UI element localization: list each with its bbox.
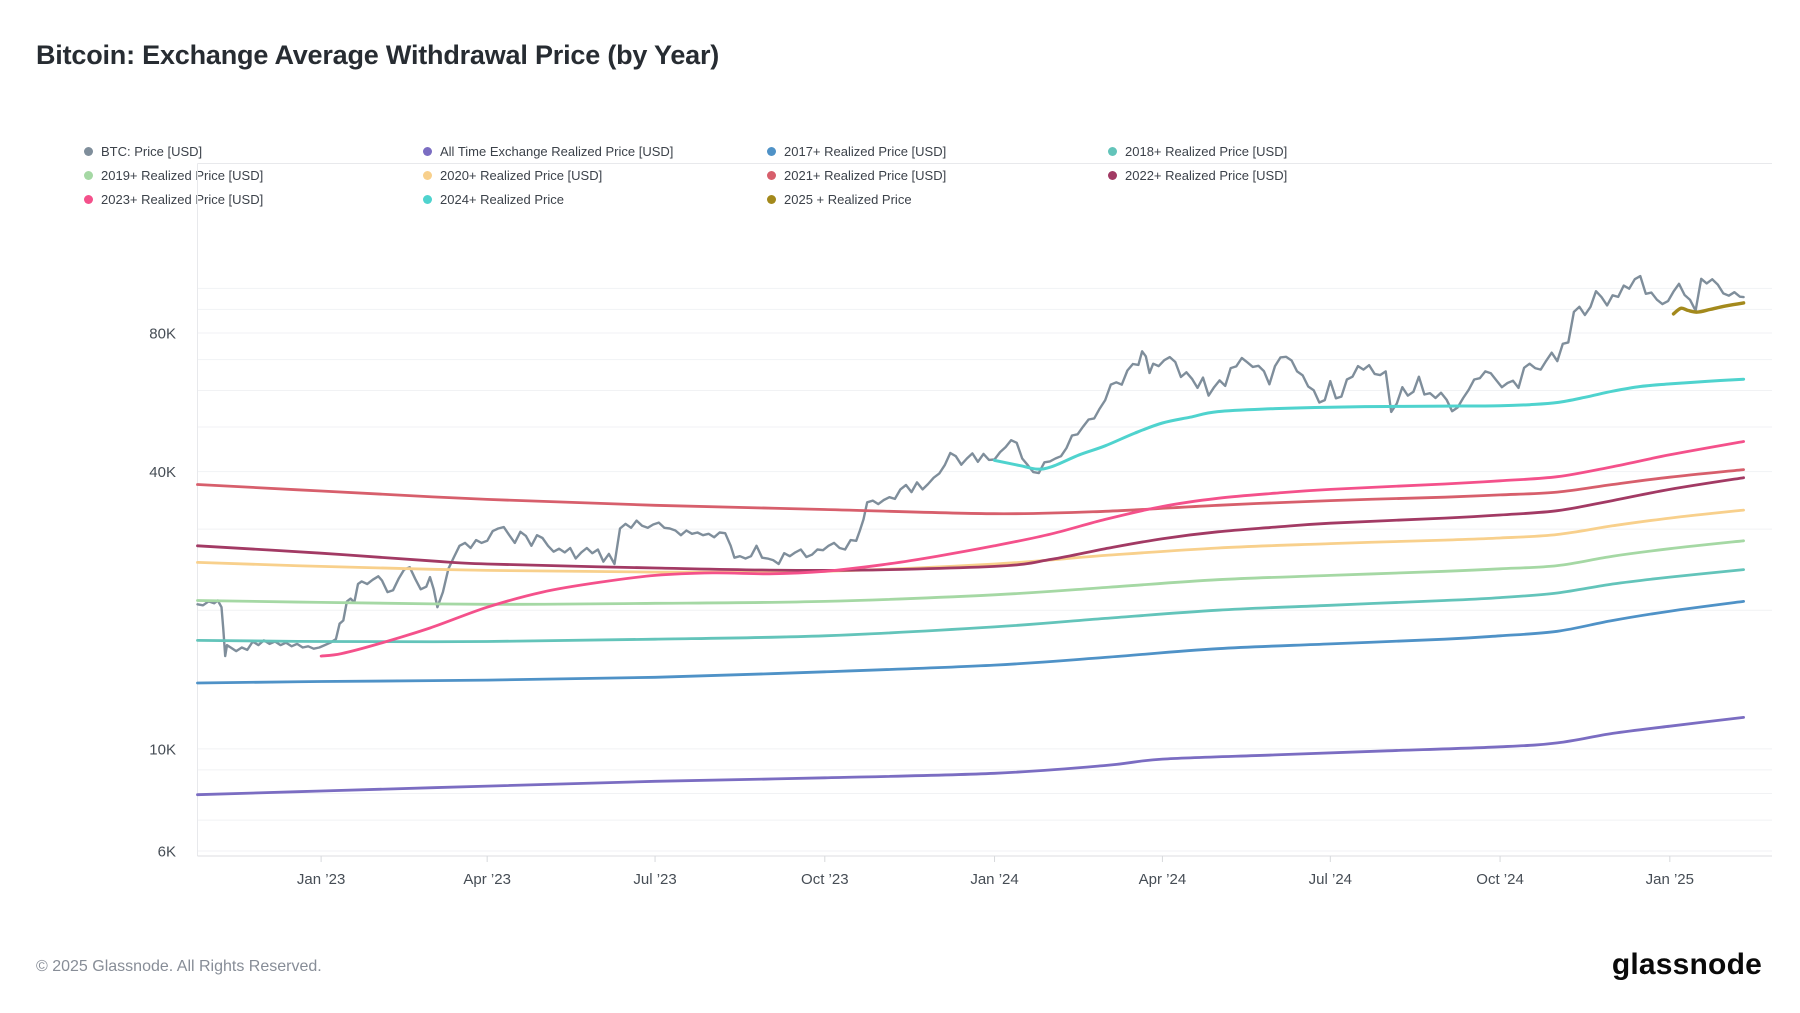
- legend-item-label: 2018+ Realized Price [USD]: [1125, 143, 1288, 159]
- y-axis-label-40K: 40K: [149, 464, 176, 481]
- legend-item-label: All Time Exchange Realized Price [USD]: [440, 143, 674, 159]
- legend-item-realized-2020[interactable]: 2020+ Realized Price [USD]: [423, 166, 602, 184]
- legend-item-label: 2019+ Realized Price [USD]: [101, 167, 264, 183]
- series-line-realized-2020: [196, 508, 1745, 574]
- copyright-text: © 2025 Glassnode. All Rights Reserved.: [36, 958, 322, 975]
- x-axis-label: Apr ’24: [1139, 871, 1187, 888]
- gridlines: [197, 287, 1772, 852]
- series-line-realized-2025: [1671, 301, 1746, 316]
- series-line-realized-2021: [196, 468, 1745, 516]
- legend-item-label: 2017+ Realized Price [USD]: [784, 143, 947, 159]
- legend-item-label: 2025 + Realized Price: [784, 191, 912, 207]
- legend-item-label: 2024+ Realized Price: [440, 191, 564, 207]
- series-line-btc-price: [196, 274, 1745, 658]
- legend-item-realized-2018[interactable]: 2018+ Realized Price [USD]: [1108, 142, 1287, 160]
- series-line-realized-2022: [196, 476, 1745, 572]
- y-axis-label-10K: 10K: [149, 741, 176, 758]
- legend-item-realized-2022[interactable]: 2022+ Realized Price [USD]: [1108, 166, 1287, 184]
- legend-item-all-time-realized[interactable]: All Time Exchange Realized Price [USD]: [423, 142, 673, 160]
- series-line-realized-2019: [196, 539, 1745, 606]
- x-axis-label: Jul ’24: [1309, 871, 1352, 888]
- legend-color-dot: [767, 146, 776, 156]
- series-line-realized-2023: [319, 440, 1745, 658]
- series-line-realized-2017: [196, 600, 1745, 685]
- legend-color-dot: [84, 194, 93, 204]
- x-axis-label: Oct ’24: [1476, 871, 1524, 888]
- legend-color-dot: [767, 170, 776, 180]
- chart-legend: BTC: Price [USD] All Time Exchange Realiz…: [0, 0, 1800, 220]
- x-axis-label: Jan ’24: [970, 871, 1018, 888]
- y-axis-label-80K: 80K: [149, 325, 176, 342]
- legend-color-dot: [84, 146, 93, 156]
- x-axis-ticks: Jan ’23 Apr ’23 Jul ’23 Oct ’23 Jan ’24 Apr ’…: [297, 856, 1694, 888]
- legend-color-dot: [767, 194, 776, 204]
- x-axis-label: Jul ’23: [633, 871, 676, 888]
- legend-item-label: 2022+ Realized Price [USD]: [1125, 167, 1288, 183]
- x-axis-label: Jan ’23: [297, 871, 345, 888]
- legend-item-btc-price[interactable]: BTC: Price [USD]: [84, 142, 202, 160]
- y-axis-labels: 80K 40K 10K 6K: [149, 325, 176, 860]
- x-axis-label: Jan ’25: [1646, 871, 1694, 888]
- x-axis-label: Oct ’23: [801, 871, 849, 888]
- legend-item-label: 2023+ Realized Price [USD]: [101, 191, 264, 207]
- legend-item-realized-2021[interactable]: 2021+ Realized Price [USD]: [767, 166, 946, 184]
- legend-item-realized-2023[interactable]: 2023+ Realized Price [USD]: [84, 190, 263, 208]
- legend-color-dot: [423, 170, 432, 180]
- legend-item-realized-2025[interactable]: 2025 + Realized Price: [767, 190, 912, 208]
- legend-item-realized-2017[interactable]: 2017+ Realized Price [USD]: [767, 142, 946, 160]
- glassnode-logo: glassnode: [1611, 948, 1762, 981]
- series-line-all-time-realized: [196, 716, 1745, 797]
- y-axis-label-6K: 6K: [158, 844, 176, 861]
- x-axis-label: Apr ’23: [463, 871, 511, 888]
- series-lines: [196, 274, 1746, 797]
- page-title: Bitcoin: Exchange Average Withdrawal Pri…: [36, 40, 720, 70]
- legend-color-dot: [84, 170, 93, 180]
- legend-item-label: 2020+ Realized Price [USD]: [440, 167, 603, 183]
- legend-item-label: 2021+ Realized Price [USD]: [784, 167, 947, 183]
- legend-item-realized-2024[interactable]: 2024+ Realized Price: [423, 190, 564, 208]
- legend-color-dot: [423, 146, 432, 156]
- series-line-realized-2024: [993, 377, 1746, 471]
- legend-color-dot: [1108, 146, 1117, 156]
- legend-color-dot: [1108, 170, 1117, 180]
- legend-item-label: BTC: Price [USD]: [101, 143, 203, 159]
- series-line-realized-2018: [196, 568, 1745, 644]
- legend-color-dot: [423, 194, 432, 204]
- legend-item-realized-2019[interactable]: 2019+ Realized Price [USD]: [84, 166, 263, 184]
